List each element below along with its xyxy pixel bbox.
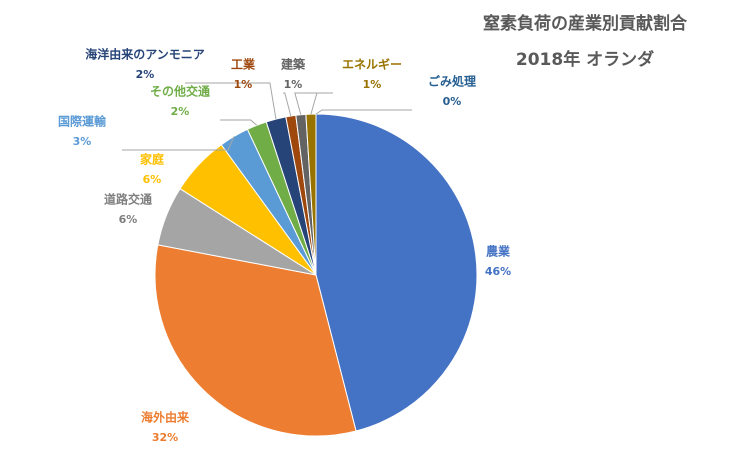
data-label-name: 建築 bbox=[280, 57, 306, 72]
data-label-name: エネルギー bbox=[342, 57, 402, 72]
leader-line bbox=[315, 109, 412, 115]
data-label-value: 0% bbox=[443, 95, 462, 108]
chart-subtitle: 2018年 オランダ bbox=[516, 49, 654, 70]
pie-slice bbox=[154, 244, 357, 437]
data-label-value: 1% bbox=[363, 78, 382, 91]
data-label-name: 海洋由来のアンモニア bbox=[85, 47, 205, 62]
data-label-name: 道路交通 bbox=[104, 192, 152, 207]
leader-line bbox=[122, 136, 235, 151]
data-label-value: 6% bbox=[143, 173, 162, 186]
data-label-value: 1% bbox=[284, 78, 303, 91]
data-label-name: 海外由来 bbox=[141, 410, 190, 425]
data-label-value: 3% bbox=[73, 135, 92, 148]
data-label-name: 家庭 bbox=[140, 152, 164, 167]
leader-line bbox=[310, 92, 332, 115]
data-label-value: 46% bbox=[485, 265, 511, 278]
data-label-name: ごみ処理 bbox=[428, 74, 476, 89]
data-label-value: 2% bbox=[171, 105, 190, 118]
data-label-name: 農業 bbox=[486, 244, 511, 259]
data-label-name: その他交通 bbox=[150, 84, 210, 99]
leader-line bbox=[283, 92, 292, 117]
data-label-value: 1% bbox=[234, 78, 253, 91]
data-label-value: 2% bbox=[136, 68, 155, 81]
data-label-name: 国際運輸 bbox=[58, 114, 107, 129]
data-label-value: 32% bbox=[152, 431, 178, 444]
data-label-name: 工業 bbox=[231, 57, 256, 72]
data-label-value: 6% bbox=[119, 213, 138, 226]
chart-title: 窒素負荷の産業別貢献割合 bbox=[483, 13, 688, 34]
pie-slice bbox=[315, 113, 478, 432]
leader-line bbox=[185, 82, 277, 120]
leader-line bbox=[220, 119, 258, 126]
